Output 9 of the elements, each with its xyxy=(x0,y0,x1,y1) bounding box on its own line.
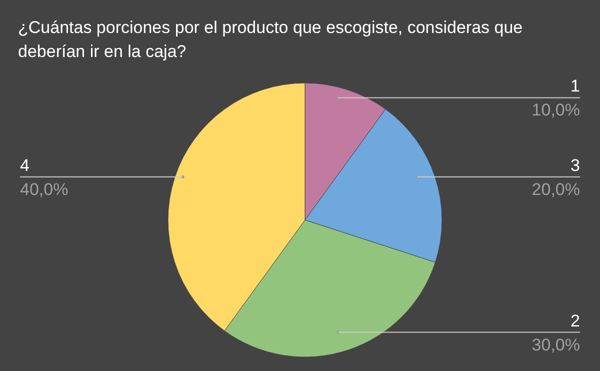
data-label: 30,0% xyxy=(532,335,580,354)
slice-label: 3 xyxy=(570,156,580,175)
chart-title: ¿Cuántas porciones por el producto que escogiste, consideras que deberían ir en la caja? xyxy=(18,17,524,63)
data-label: 40,0% xyxy=(20,180,68,199)
slice-label: 2 xyxy=(570,311,580,330)
data-label: 10,0% xyxy=(532,100,580,120)
slice-label: 4 xyxy=(20,156,30,175)
slice-label: 1 xyxy=(570,76,580,96)
data-label: 20,0% xyxy=(532,180,580,199)
